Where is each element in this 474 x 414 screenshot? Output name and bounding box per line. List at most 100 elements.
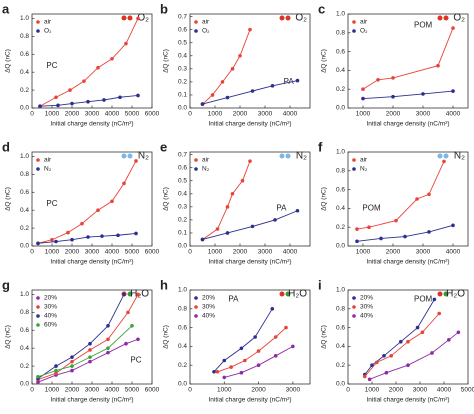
y-axis-label: ΔQ (nC)	[163, 49, 170, 73]
data-point	[56, 103, 60, 108]
data-point	[88, 348, 92, 352]
y-tick-label: 0.4	[336, 343, 345, 350]
gas-label: O₂	[453, 13, 465, 24]
y-tick-label: 0.5	[178, 39, 187, 46]
x-tick-label: 2000	[233, 111, 248, 118]
data-point	[273, 218, 277, 222]
data-point	[36, 241, 40, 246]
data-point	[284, 325, 288, 330]
data-point	[102, 98, 106, 102]
data-point	[66, 230, 70, 235]
gas-icon	[443, 291, 449, 297]
data-point	[54, 239, 58, 244]
fit-line	[202, 210, 298, 240]
legend-marker	[194, 29, 198, 33]
legend-label: N₂	[360, 166, 368, 173]
data-point	[106, 324, 110, 328]
legend-marker	[36, 167, 40, 171]
y-tick-label: 0.8	[336, 30, 345, 37]
y-tick-label: 0.4	[336, 205, 345, 212]
material-label: PC	[130, 356, 141, 365]
legend-label: 30%	[202, 304, 215, 311]
y-axis-label: ΔQ (nC)	[321, 325, 328, 349]
fit-line	[364, 313, 440, 377]
material-label: POM	[414, 295, 433, 304]
data-point	[270, 307, 275, 311]
y-axis-label: ΔQ (nC)	[163, 325, 170, 349]
y-tick-label: 1.0	[336, 11, 345, 18]
y-tick-label: 0.2	[336, 224, 345, 231]
data-point	[420, 330, 425, 335]
data-point	[256, 349, 261, 353]
data-point	[447, 338, 451, 342]
y-axis-label: ΔQ (nC)	[5, 325, 12, 349]
y-tick-label: 0.0	[178, 105, 187, 112]
data-point	[250, 224, 255, 229]
data-point	[134, 159, 138, 163]
legend-marker	[352, 29, 356, 33]
x-tick-label: 3000	[416, 111, 431, 118]
y-tick-label: 0.8	[20, 171, 29, 178]
x-axis-label: Initial charge density (nC/m²)	[208, 259, 291, 266]
y-tick-label: 0.6	[336, 48, 345, 55]
plot-frame	[189, 289, 311, 385]
x-tick-label: 1000	[356, 111, 371, 118]
data-point	[86, 235, 90, 239]
legend-label: air	[44, 19, 52, 26]
y-tick-label: 1.0	[20, 291, 29, 298]
x-tick-label: 5000	[125, 387, 140, 394]
data-point	[230, 67, 235, 71]
data-point	[70, 364, 74, 368]
gas-icon	[437, 291, 443, 297]
data-point	[295, 78, 300, 83]
legend-label: 40%	[44, 313, 57, 320]
legend-label: O₂	[44, 28, 52, 35]
fit-line	[356, 224, 454, 242]
x-tick-label: 4000	[105, 387, 120, 394]
y-axis-label: ΔQ (nC)	[5, 187, 12, 211]
y-tick-label: 0.0	[20, 243, 29, 250]
x-tick-label: 0	[188, 249, 192, 256]
y-tick-label: 0.3	[178, 66, 187, 73]
y-tick-label: 0.6	[178, 164, 187, 171]
y-tick-label: 0.6	[20, 189, 29, 196]
data-point	[116, 233, 120, 238]
x-tick-label: 4000	[105, 111, 120, 118]
data-point	[375, 360, 379, 365]
y-tick-label: 0.6	[178, 26, 187, 33]
data-point	[122, 292, 126, 297]
data-point	[430, 351, 434, 355]
x-tick-label: 3000	[85, 249, 100, 256]
material-label: PC	[46, 61, 57, 70]
x-axis-label: Initial charge density (nC/m²)	[366, 121, 449, 128]
data-point	[136, 93, 140, 98]
data-point	[200, 102, 205, 106]
legend-marker	[194, 20, 198, 24]
data-point	[225, 231, 230, 235]
data-point	[421, 92, 425, 96]
data-point	[451, 223, 455, 228]
x-tick-label: 3000	[416, 249, 431, 256]
legend-marker	[194, 305, 198, 309]
y-tick-label: 0.6	[20, 51, 29, 58]
data-point	[239, 370, 244, 375]
y-tick-label: 0.2	[336, 362, 345, 369]
data-point	[130, 324, 134, 328]
legend-marker	[194, 167, 198, 171]
data-point	[367, 377, 372, 382]
y-tick-label: 0.7	[178, 151, 187, 158]
gas-label: N₂	[454, 151, 465, 162]
legend-marker	[36, 323, 40, 327]
x-tick-label: 1000	[208, 111, 223, 118]
x-tick-label: 4000	[446, 111, 461, 118]
data-point	[382, 354, 386, 358]
material-label: PA	[276, 204, 287, 213]
x-tick-label: 2000	[386, 249, 401, 256]
y-tick-label: 0.6	[336, 324, 345, 331]
y-tick-label: 0.0	[336, 243, 345, 250]
gas-icon	[443, 153, 449, 159]
fit-line	[356, 161, 445, 230]
data-point	[391, 76, 395, 80]
data-point	[253, 335, 257, 339]
data-point	[215, 227, 220, 231]
